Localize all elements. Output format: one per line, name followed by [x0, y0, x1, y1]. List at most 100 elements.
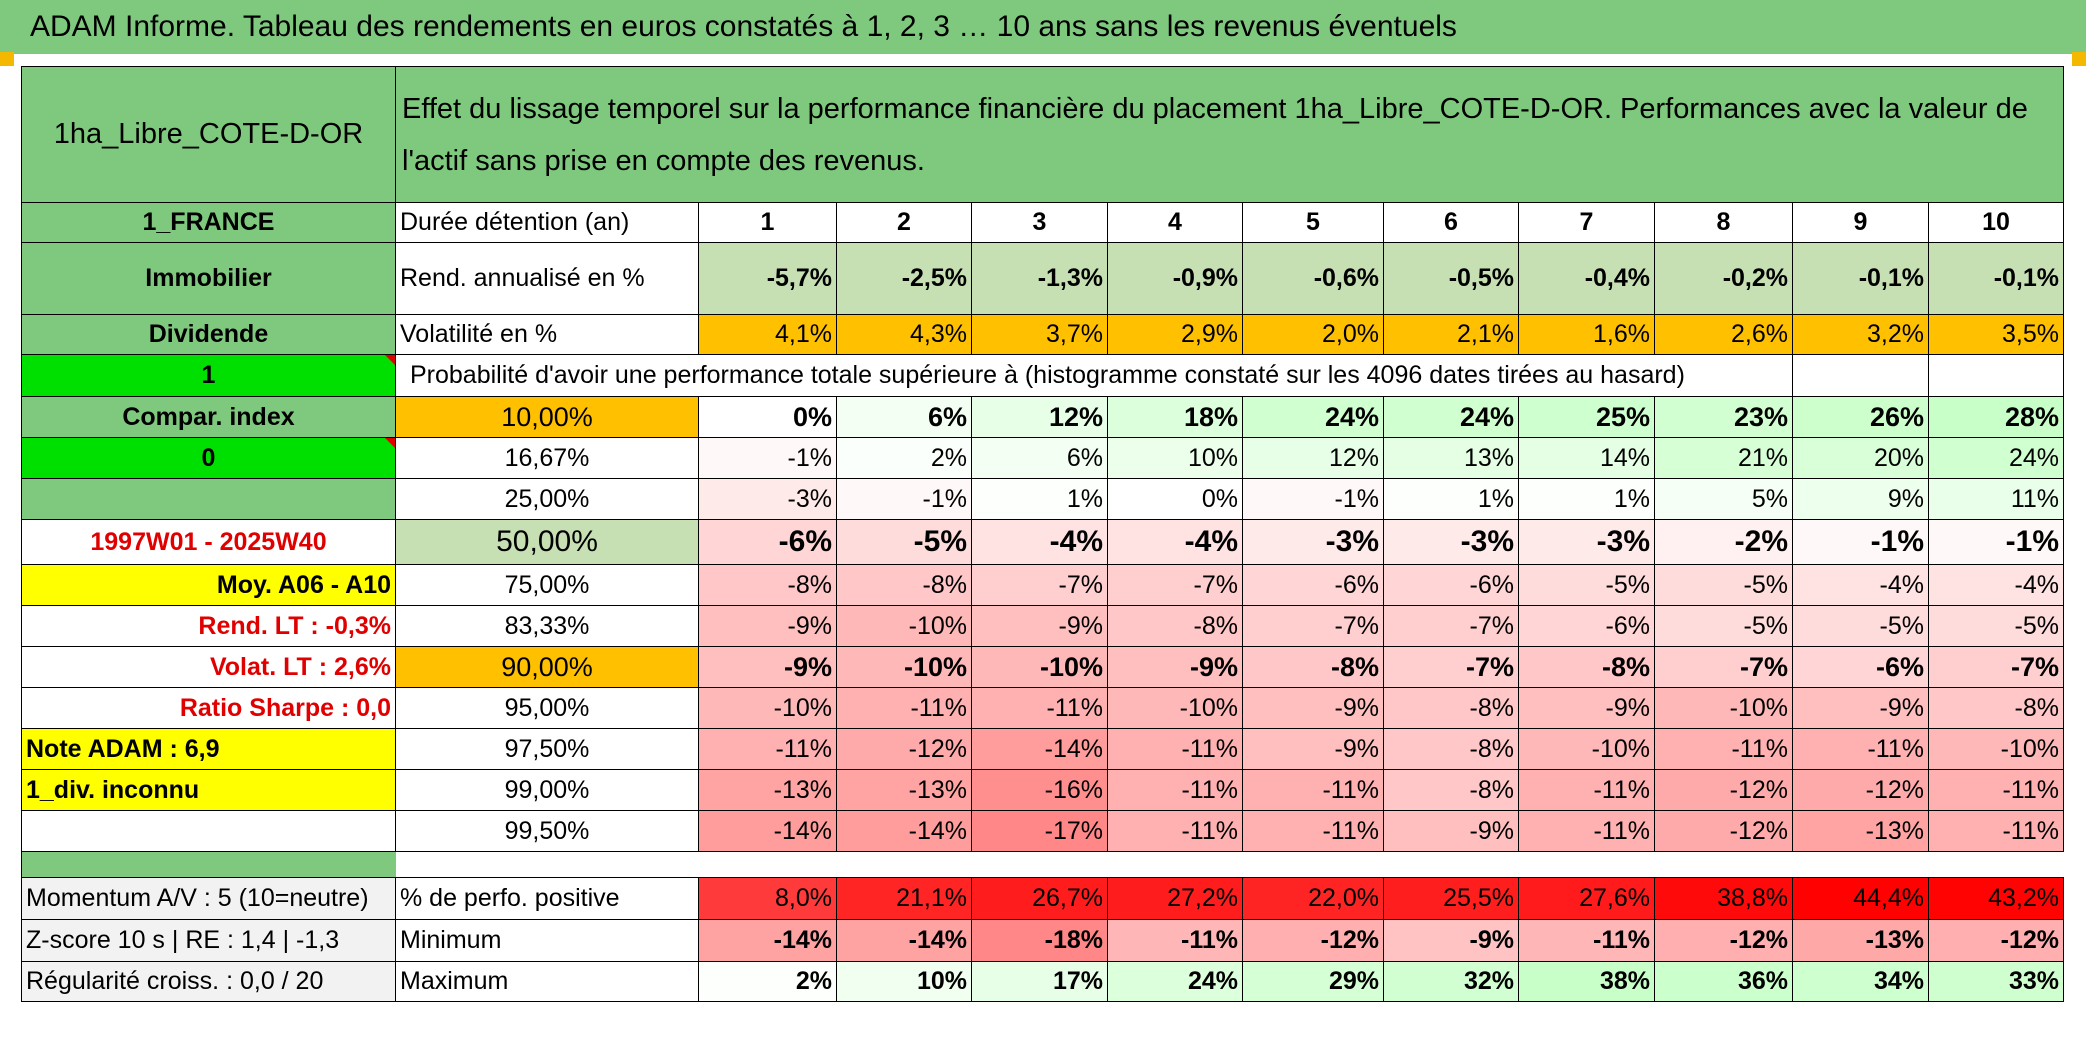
quantile-cell: -13%: [698, 769, 837, 811]
annual-return-label: Rend. annualisé en %: [395, 242, 699, 315]
volatility-cell: 3,5%: [1928, 314, 2064, 355]
quantile-cell: -10%: [1518, 728, 1655, 770]
positive-perf-cell: 27,6%: [1518, 877, 1655, 920]
volatility-cell: 3,2%: [1792, 314, 1929, 355]
table-row: Z-score 10 s | RE : 1,4 | -1,3 Minimum -14…: [21, 919, 2064, 962]
report-title: ADAM Informe. Tableau des rendements en …: [0, 0, 2086, 54]
annual-return-cell: -0,9%: [1107, 242, 1243, 315]
table-row: 99,50% -14% -14% -17% -11% -11% -9% -11% -12% -13…: [21, 810, 2064, 852]
maximum-cell: 32%: [1383, 961, 1519, 1002]
positive-perf-cell: 25,5%: [1383, 877, 1519, 920]
year-header: 7: [1518, 202, 1655, 243]
quantile-label: 90,00%: [395, 646, 699, 688]
year-header: 4: [1107, 202, 1243, 243]
quantile-cell: 18%: [1107, 396, 1243, 438]
long-term-volatility: Volat. LT : 2,6%: [21, 646, 396, 688]
quantile-cell: 12%: [971, 396, 1108, 438]
quantile-cell: -11%: [836, 687, 972, 729]
quantile-cell: -9%: [1383, 810, 1519, 852]
quantile-cell: -4%: [1792, 564, 1929, 606]
sharpe-ratio: Ratio Sharpe : 0,0: [21, 687, 396, 729]
quantile-cell: -6%: [1242, 564, 1384, 606]
quantile-cell: -10%: [836, 605, 972, 647]
spacer-cell: [396, 852, 2064, 878]
quantile-cell: -9%: [971, 605, 1108, 647]
quantile-cell: -6%: [1383, 564, 1519, 606]
table-row: Ratio Sharpe : 0,0 95,00% -10% -11% -11% -10%…: [21, 687, 2064, 729]
table-description: Effet du lissage temporel sur la perform…: [395, 66, 2064, 203]
volatility-cell: 2,0%: [1242, 314, 1384, 355]
maximum-label: Maximum: [395, 961, 699, 1002]
annual-return-cell: -0,6%: [1242, 242, 1384, 315]
income-type-label: Dividende: [21, 314, 396, 355]
quantile-cell: 1%: [1518, 478, 1655, 520]
quantile-cell: -6%: [1518, 605, 1655, 647]
category-label: Immobilier: [21, 242, 396, 315]
quantile-cell: -9%: [1518, 687, 1655, 729]
quantile-cell: -17%: [971, 810, 1108, 852]
quantile-label: 75,00%: [395, 564, 699, 606]
quantile-label: 83,33%: [395, 605, 699, 647]
quantile-cell: 23%: [1654, 396, 1793, 438]
quantile-label: 99,00%: [395, 769, 699, 811]
volatility-cell: 4,1%: [698, 314, 837, 355]
positive-perf-cell: 26,7%: [971, 877, 1108, 920]
minimum-cell: -14%: [698, 919, 837, 962]
quantile-cell: -3%: [1518, 519, 1655, 565]
quantile-cell: -7%: [1383, 646, 1519, 688]
quantile-cell: -7%: [971, 564, 1108, 606]
country-label: 1_FRANCE: [21, 202, 396, 243]
quantile-cell: 20%: [1792, 437, 1929, 479]
year-header: 3: [971, 202, 1108, 243]
zscore-label: Z-score 10 s | RE : 1,4 | -1,3: [21, 919, 396, 962]
quantile-label: 50,00%: [395, 519, 699, 565]
quantile-cell: -8%: [1928, 687, 2064, 729]
quantile-cell: -1%: [1792, 519, 1929, 565]
table-row: 25,00% -3% -1% 1% 0% -1% 1% 1% 5% 9% 11%: [21, 478, 2064, 520]
quantile-label: 97,50%: [395, 728, 699, 770]
quantile-cell: -6%: [1792, 646, 1929, 688]
quantile-cell: -11%: [1242, 769, 1384, 811]
quantile-cell: -2%: [1654, 519, 1793, 565]
quantile-cell: -3%: [1242, 519, 1384, 565]
compar-index-label: Compar. index: [21, 396, 396, 438]
quantile-cell: 12%: [1242, 437, 1384, 479]
minimum-label: Minimum: [395, 919, 699, 962]
quantile-cell: -11%: [1107, 728, 1243, 770]
positive-perf-cell: 27,2%: [1107, 877, 1243, 920]
quantile-cell: 11%: [1928, 478, 2064, 520]
quantile-cell: -1%: [698, 437, 837, 479]
probability-label: Probabilité d'avoir une performance tota…: [395, 354, 1793, 397]
minimum-cell: -11%: [1518, 919, 1655, 962]
empty-cell: [21, 478, 396, 520]
quantile-cell: -10%: [1928, 728, 2064, 770]
minimum-cell: -9%: [1383, 919, 1519, 962]
maximum-cell: 38%: [1518, 961, 1655, 1002]
quantile-cell: -9%: [1107, 646, 1243, 688]
quantile-cell: -5%: [1518, 564, 1655, 606]
quantile-label: 10,00%: [395, 396, 699, 438]
quantile-cell: -5%: [1792, 605, 1929, 647]
quantile-cell: 0%: [698, 396, 837, 438]
year-header: 2: [836, 202, 972, 243]
empty-cell: [1928, 354, 2064, 397]
quantile-cell: -8%: [1242, 646, 1384, 688]
table-row: Dividende Volatilité en % 4,1% 4,3% 3,7% 2,9%…: [21, 314, 2064, 355]
quantile-cell: -5%: [1928, 605, 2064, 647]
table-row: Momentum A/V : 5 (10=neutre)% de perfo. …: [21, 877, 2064, 920]
quantile-cell: 25%: [1518, 396, 1655, 438]
annual-return-cell: -1,3%: [971, 242, 1108, 315]
quantile-label: 95,00%: [395, 687, 699, 729]
year-header: 10: [1928, 202, 2064, 243]
quantile-cell: 13%: [1383, 437, 1519, 479]
positive-perf-label: % de perfo. positive: [395, 877, 699, 920]
volatility-cell: 2,1%: [1383, 314, 1519, 355]
adam-note: Note ADAM : 6,9: [21, 728, 396, 770]
quantile-cell: -14%: [971, 728, 1108, 770]
annual-return-cell: -0,1%: [1792, 242, 1929, 315]
maximum-cell: 36%: [1654, 961, 1793, 1002]
year-header: 5: [1242, 202, 1384, 243]
quantile-cell: -3%: [1383, 519, 1519, 565]
minimum-cell: -18%: [971, 919, 1108, 962]
quantile-cell: -11%: [1242, 810, 1384, 852]
